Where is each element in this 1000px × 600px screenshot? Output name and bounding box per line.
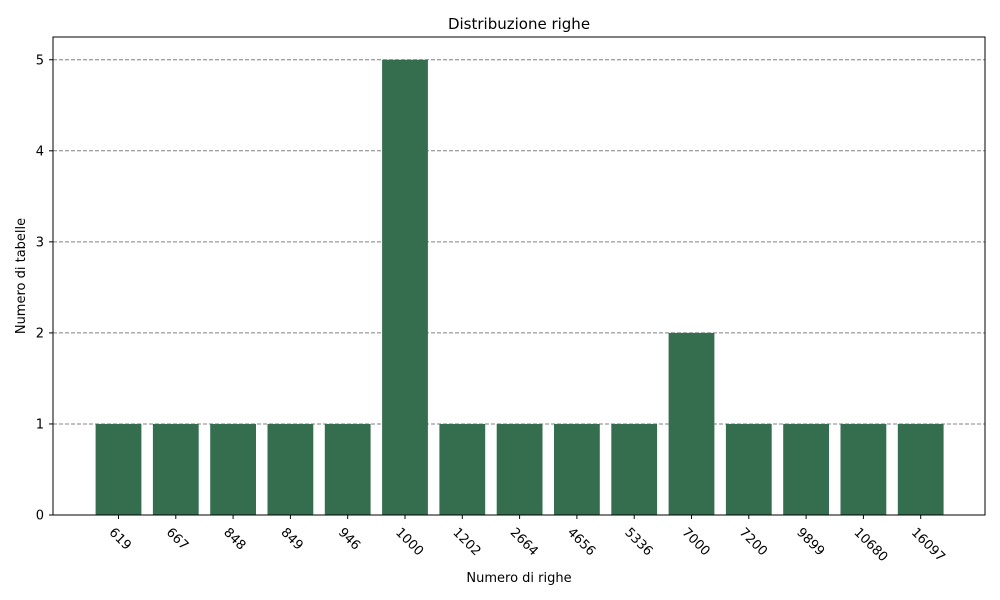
bar-2664 (496, 423, 543, 515)
plot-frame (52, 36, 986, 516)
y-tick-label: 3 (36, 235, 44, 250)
y-tick-label: 4 (36, 144, 44, 159)
bar-1000 (382, 59, 428, 516)
bar-946 (324, 423, 371, 515)
bar-7000 (668, 332, 715, 515)
bar-848 (210, 423, 256, 515)
y-tick-label: 2 (36, 326, 44, 341)
bar-7200 (725, 423, 772, 515)
y-axis-label: Numero di tabelle (14, 218, 29, 334)
bar-619 (95, 423, 142, 515)
y-tick-label: 0 (36, 509, 44, 524)
bar-1202 (439, 423, 486, 515)
bar-10680 (840, 423, 887, 515)
y-tick-label: 5 (36, 53, 44, 68)
bar-5336 (611, 423, 658, 515)
bar-9899 (783, 423, 829, 515)
chart-title: Distribuzione righe (448, 15, 590, 33)
bars (95, 59, 944, 516)
y-tick-label: 1 (36, 417, 44, 432)
bar-667 (152, 423, 199, 515)
x-axis-label: Numero di righe (466, 571, 571, 586)
bar-4656 (554, 423, 600, 515)
bar-849 (267, 423, 314, 515)
bar-16097 (897, 423, 944, 515)
y-axis-ticks: 0 1 2 3 4 5 (36, 53, 53, 524)
